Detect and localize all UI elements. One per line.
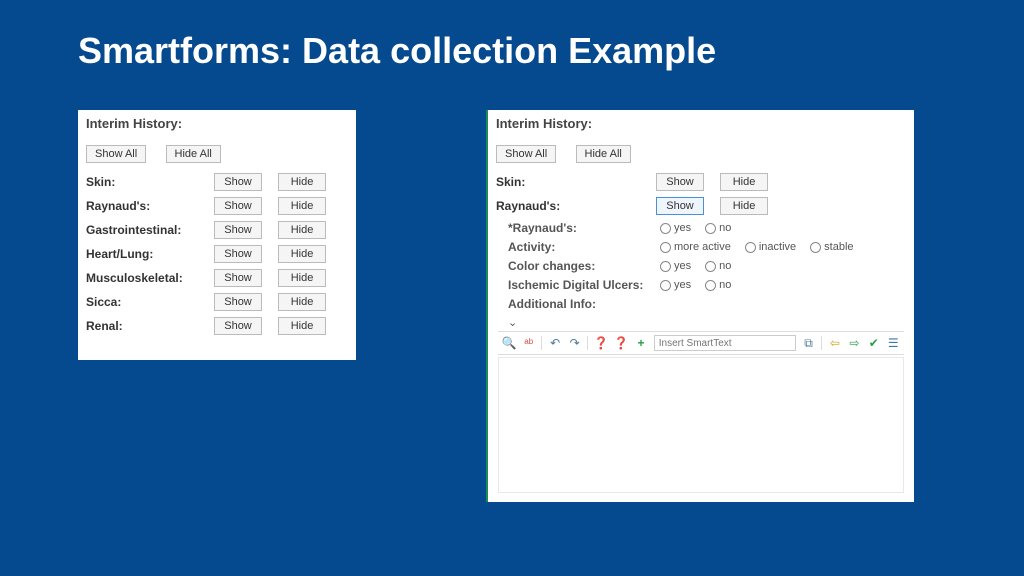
row-label: Skin: [86,175,214,189]
hide-button[interactable]: Hide [278,221,326,239]
field-label: Ischemic Digital Ulcers: [508,278,660,292]
radio-yes[interactable]: yes [660,222,691,234]
row-label: Heart/Lung: [86,247,214,261]
hide-button[interactable]: Hide [720,173,768,191]
radio-no[interactable]: no [705,279,731,291]
expand-chevron-icon[interactable]: ⌄ [496,316,906,329]
radio-yes[interactable]: yes [660,260,691,272]
category-row: Heart/Lung:Show Hide [86,245,348,263]
check-icon[interactable]: ✔ [867,336,880,350]
radio-yes[interactable]: yes [660,279,691,291]
help-icon[interactable]: ❓ [594,336,608,350]
section-heading: Interim History: [496,116,906,131]
help2-icon[interactable]: ❓ [614,336,628,350]
row-label: Renal: [86,319,214,333]
show-button[interactable]: Show [214,197,262,215]
field-label: *Raynaud's: [508,221,660,235]
hide-button[interactable]: Hide [278,245,326,263]
add-icon[interactable]: + [634,336,647,350]
field-label: Color changes: [508,259,660,273]
row-label: Raynaud's: [86,199,214,213]
radio-more-active[interactable]: more active [660,241,731,253]
radio-no[interactable]: no [705,260,731,272]
field-label: Activity: [508,240,660,254]
radio-inactive[interactable]: inactive [745,241,796,253]
smarttext-input[interactable] [654,335,796,351]
row-label: Sicca: [86,295,214,309]
spellcheck-icon[interactable]: ᵃᵇ [522,336,535,350]
show-button[interactable]: Show [656,197,704,215]
zoom-icon[interactable]: 🔍 [502,336,516,350]
hide-button[interactable]: Hide [278,293,326,311]
hide-button[interactable]: Hide [720,197,768,215]
category-row: Musculoskeletal:Show Hide [86,269,348,287]
show-button[interactable]: Show [214,293,262,311]
show-button[interactable]: Show [214,269,262,287]
undo-icon[interactable]: ↶ [548,336,561,350]
show-button[interactable]: Show [214,245,262,263]
show-all-button[interactable]: Show All [86,145,146,163]
category-row: Skin:Show Hide [86,173,348,191]
category-row: Gastrointestinal:Show Hide [86,221,348,239]
hide-button[interactable]: Hide [278,173,326,191]
show-button[interactable]: Show [656,173,704,191]
category-row: Raynaud's:Show Hide [496,197,906,215]
row-label: Skin: [496,175,656,189]
show-button[interactable]: Show [214,221,262,239]
editor-textarea[interactable] [498,357,904,493]
raynauds-subsection: *Raynaud's: yes no Activity: more active… [496,221,906,311]
right-panel: Interim History: Show All Hide All Skin:… [486,110,914,502]
hide-all-button[interactable]: Hide All [166,145,221,163]
left-panel: Interim History: Show All Hide All Skin:… [78,110,356,360]
field-label: Additional Info: [508,297,660,311]
category-row: Raynaud's:Show Hide [86,197,348,215]
category-row: Skin:Show Hide [496,173,906,191]
copy-icon[interactable]: ⧉ [802,336,815,350]
list-icon[interactable]: ☰ [887,336,900,350]
editor-toolbar: 🔍 ᵃᵇ ↶ ↷ ❓ ❓ + ⧉ ⇦ ⇨ ✔ ☰ [498,331,904,355]
hide-button[interactable]: Hide [278,317,326,335]
show-button[interactable]: Show [214,317,262,335]
category-row: Renal:Show Hide [86,317,348,335]
show-all-button[interactable]: Show All [496,145,556,163]
row-label: Raynaud's: [496,199,656,213]
radio-stable[interactable]: stable [810,241,853,253]
arrow-left-icon[interactable]: ⇦ [828,336,841,350]
redo-icon[interactable]: ↷ [568,336,581,350]
row-label: Gastrointestinal: [86,223,214,237]
arrow-right-icon[interactable]: ⇨ [848,336,861,350]
section-heading: Interim History: [86,116,348,131]
slide-title: Smartforms: Data collection Example [0,0,1024,72]
hide-button[interactable]: Hide [278,269,326,287]
category-row: Sicca:Show Hide [86,293,348,311]
show-button[interactable]: Show [214,173,262,191]
row-label: Musculoskeletal: [86,271,214,285]
radio-no[interactable]: no [705,222,731,234]
hide-all-button[interactable]: Hide All [576,145,631,163]
hide-button[interactable]: Hide [278,197,326,215]
